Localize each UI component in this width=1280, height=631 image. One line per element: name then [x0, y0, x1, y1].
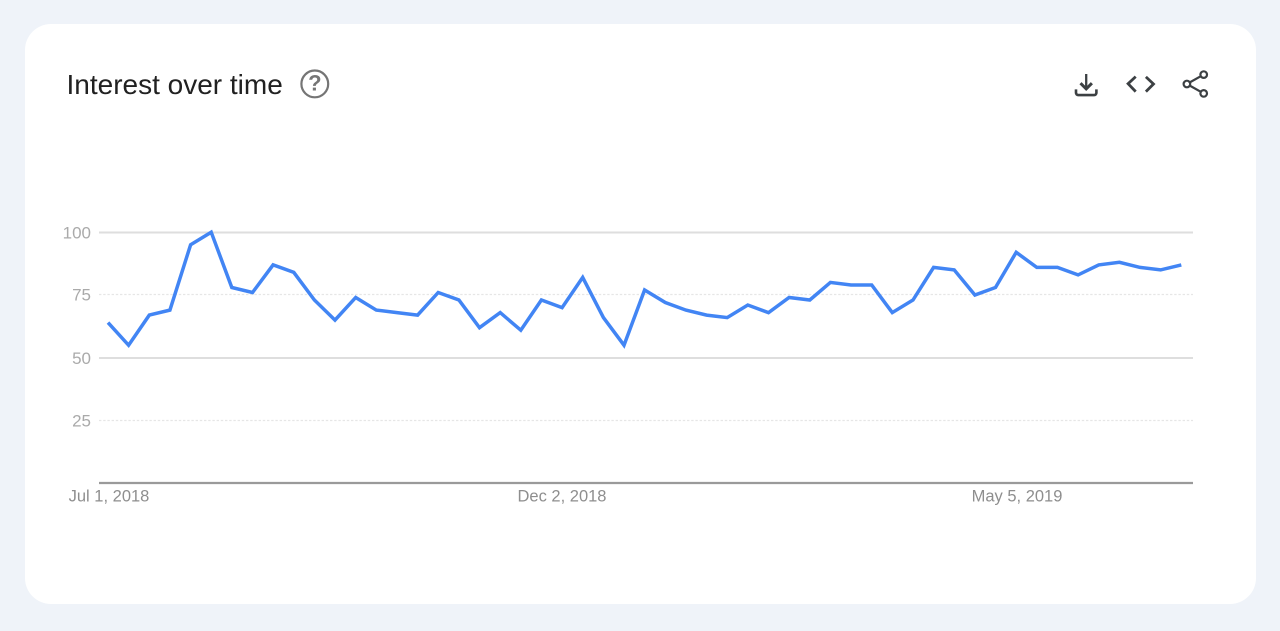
- svg-text:Dec 2, 2018: Dec 2, 2018: [518, 488, 607, 506]
- svg-text:75: 75: [72, 285, 91, 304]
- svg-text:May 5, 2019: May 5, 2019: [972, 488, 1063, 506]
- svg-text:100: 100: [63, 223, 91, 242]
- svg-text:Jul 1, 2018: Jul 1, 2018: [69, 488, 150, 506]
- svg-text:25: 25: [72, 411, 91, 430]
- svg-text:?: ?: [308, 71, 321, 96]
- svg-text:50: 50: [72, 349, 91, 368]
